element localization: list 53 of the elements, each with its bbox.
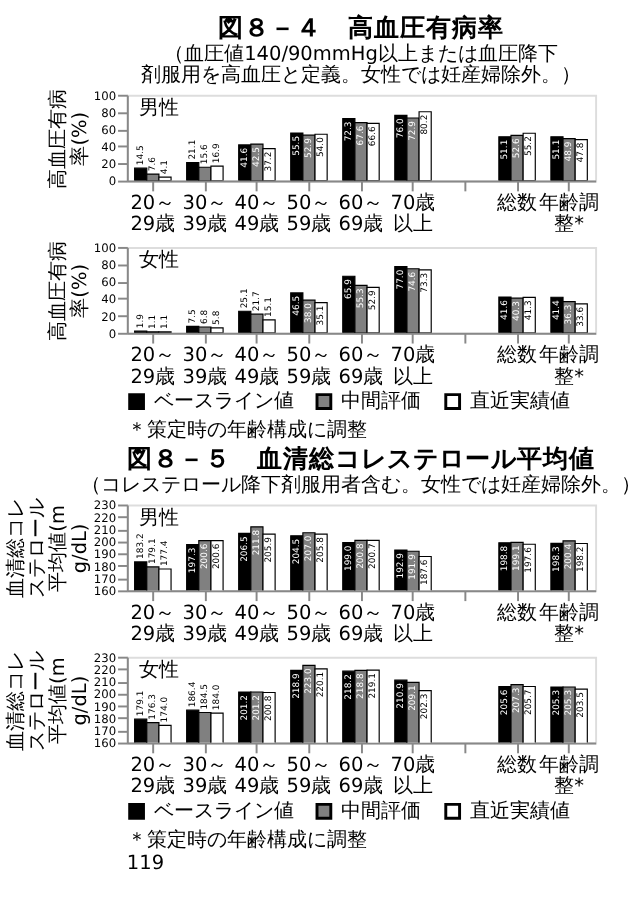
x-tick-label: 70歳以上 [390,190,436,237]
annotation: 女性 [138,658,179,683]
x-tick-label: 総数 [495,752,538,777]
legend-label: 直近実績値 [470,799,571,824]
x-tick-label: 50～59歳 [286,754,332,799]
x-tick-label: 20～29歳 [130,345,176,389]
legend-label: 中間評価 [341,799,422,824]
legend-label: 直近実績値 [470,389,571,414]
x-tick-label: 30～39歳 [182,192,228,237]
annotation: 女性 [138,248,179,273]
x-tick-label: 70歳以上 [390,343,436,389]
chart-title: 図８－５ 血清総コレステロール平均値 [126,443,595,474]
x-tick-label: 年齢調整* [539,600,600,647]
annotation: 男性 [138,506,179,531]
x-tick-label: 20～29歳 [130,192,176,237]
x-tick-label: 40～49歳 [234,192,280,237]
x-tick-label: 60～69歳 [338,602,384,647]
y-axis-title: 血清総コレステロール平均値(mg/dL) [3,650,92,751]
y-axis-title: 高血圧有病率(%) [46,240,92,341]
x-tick-label: 総数 [495,190,538,215]
chart-title: 図８－４ 高血圧有病率 [217,12,504,43]
x-tick-label: 年齢調整* [539,752,600,799]
x-tick-label: 50～59歳 [286,602,332,647]
annotation: 男性 [138,96,179,121]
y-axis-title: 高血圧有病率(%) [46,88,92,189]
x-tick-label: 30～39歳 [182,602,228,647]
text: ＊策定時の年齢構成に調整 [126,418,367,443]
x-tick-label: 総数 [495,343,538,368]
chart-subtitle: （血圧値140/90mmHg以上または血圧降下剤服用を高血圧と定義。女性では妊産婦除外。） [140,41,581,88]
x-tick-label: 40～49歳 [234,754,280,799]
x-tick-label: 30～39歳 [182,345,228,389]
x-tick-label: 60～69歳 [338,192,384,237]
x-tick-label: 年齢調整* [539,190,600,237]
x-tick-label: 20～29歳 [130,754,176,799]
x-tick-label: 40～49歳 [234,602,280,647]
x-tick-label: 年齢調整* [539,343,600,389]
x-tick-label: 70歳以上 [390,752,436,799]
x-tick-label: 総数 [495,600,538,625]
legend-label: 中間評価 [341,389,422,414]
x-tick-label: 50～59歳 [286,192,332,237]
x-tick-label: 30～39歳 [182,754,228,799]
x-tick-label: 20～29歳 [130,602,176,647]
y-axis-title: 血清総コレステロール平均値(mg/dL) [3,498,92,599]
x-tick-label: 50～59歳 [286,345,332,389]
x-tick-label: 60～69歳 [338,754,384,799]
text: ＊策定時の年齢構成に調整 [126,827,367,852]
chart-subtitle: （コレステロール降下剤服用者含む。女性では妊産婦除外。） [80,472,640,497]
x-tick-label: 40～49歳 [234,345,280,389]
legend-label: ベースライン値 [154,389,295,414]
legend-label: ベースライン値 [154,799,295,824]
x-tick-label: 70歳以上 [390,600,436,647]
text: 119 [126,853,165,876]
x-tick-label: 60～69歳 [338,345,384,389]
